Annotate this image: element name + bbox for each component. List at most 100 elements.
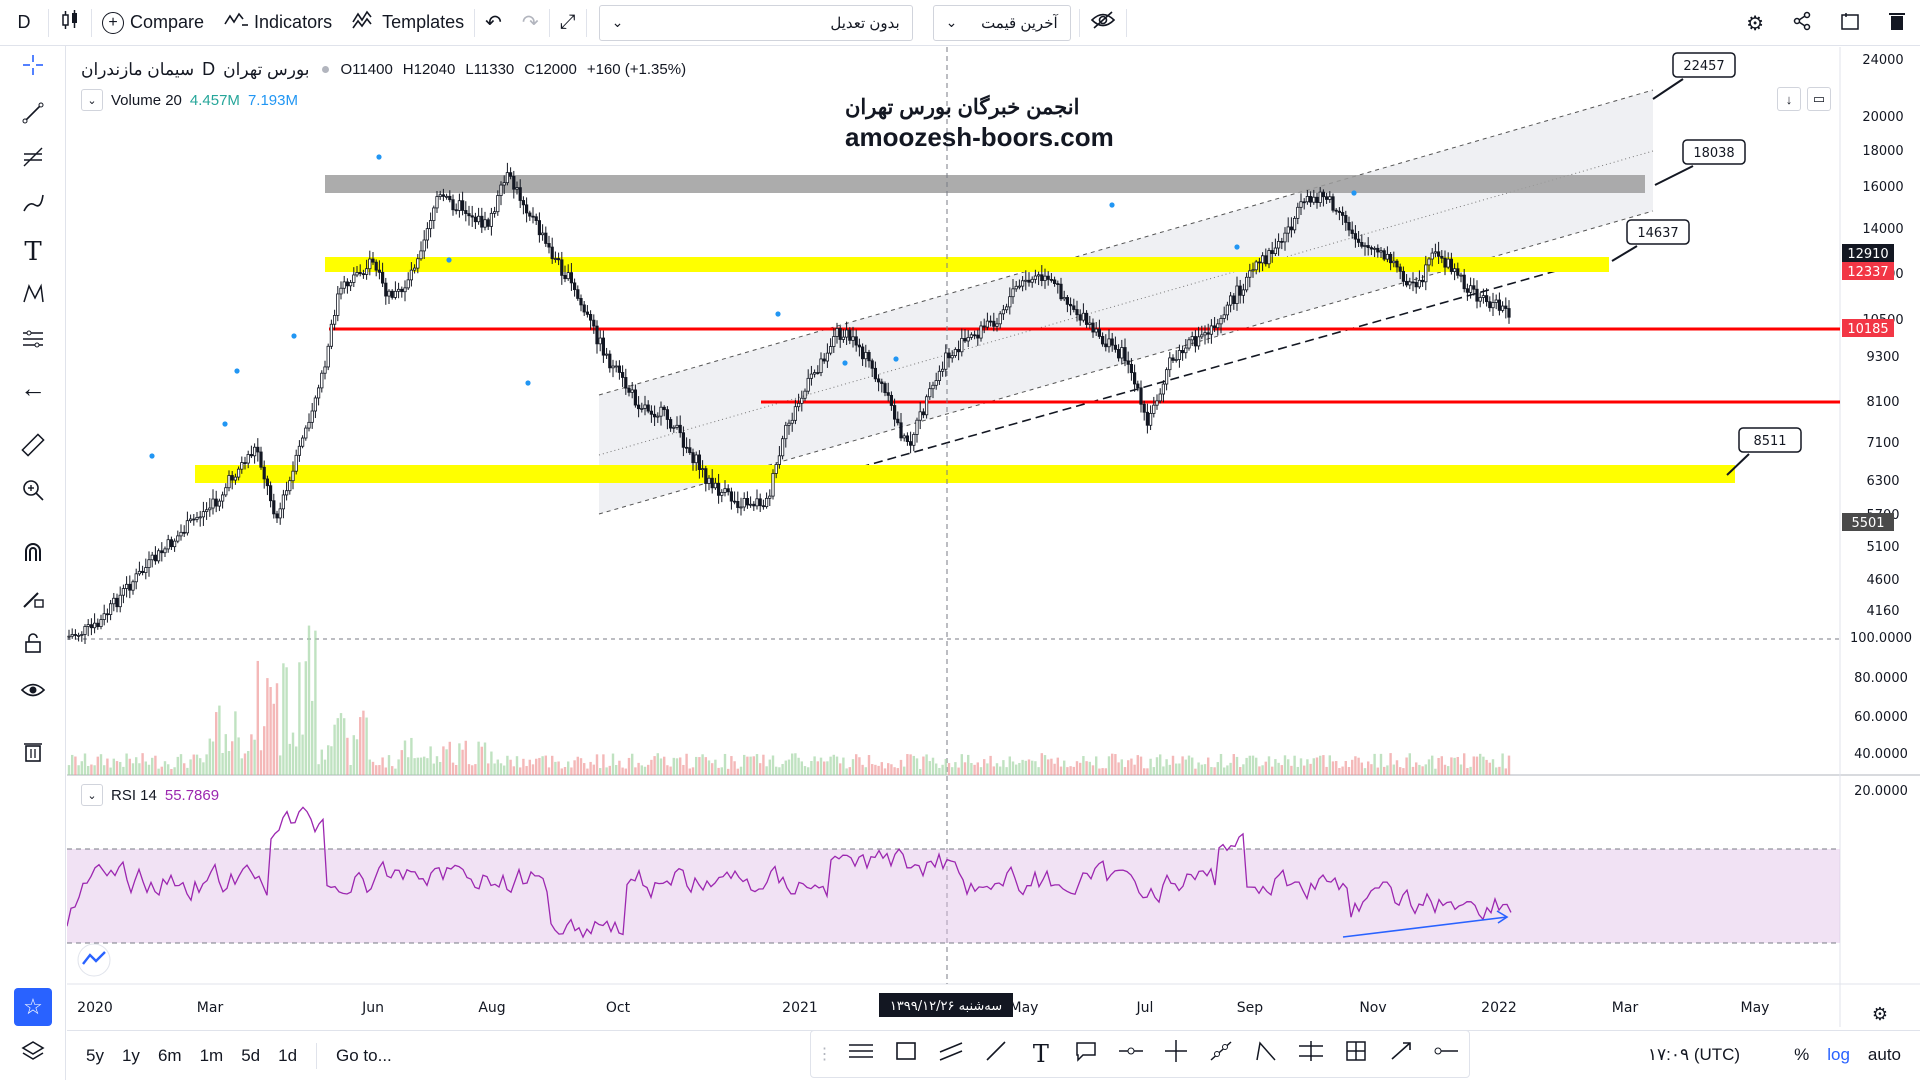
settings-button[interactable]: ⚙	[1732, 0, 1778, 46]
back-tool[interactable]: ←	[13, 368, 53, 408]
range-button-1m[interactable]: 1m	[199, 1045, 224, 1065]
rsi-legend[interactable]: ⌄ RSI 14 55.7869	[81, 784, 219, 806]
object-tree-tool[interactable]	[13, 1034, 53, 1074]
ruler-tool[interactable]	[13, 428, 53, 468]
volume-bar	[1251, 755, 1255, 775]
volume-bar	[861, 764, 864, 775]
volume-bar	[275, 683, 279, 775]
crosshair-tool[interactable]	[13, 48, 53, 88]
range-button-5y[interactable]: 5y	[86, 1045, 104, 1065]
pattern-tool[interactable]	[13, 277, 53, 317]
candle-body	[742, 498, 746, 508]
axis-settings-button[interactable]: ⚙	[1868, 1002, 1892, 1026]
time-axis-label: Jul	[1136, 1000, 1154, 1016]
delete-button[interactable]	[1874, 0, 1920, 46]
symbol-legend[interactable]: سیمان مازندران D بورس تهران O11400 H1204…	[81, 59, 686, 80]
volume-bar	[1488, 762, 1491, 775]
range-button-1y[interactable]: 1y	[121, 1045, 140, 1065]
range-button-1d[interactable]: 1d	[278, 1045, 298, 1065]
collapse-legend-button[interactable]: ⌄	[81, 89, 103, 111]
candle-body	[454, 209, 458, 212]
volume-legend[interactable]: ⌄ Volume 20 4.457M 7.193M	[81, 89, 298, 111]
chart-area[interactable]: 2400020000180001600014000125001050093008…	[67, 47, 1920, 1027]
candle-body	[1347, 222, 1351, 231]
candle-body	[1331, 196, 1335, 211]
candle-body	[848, 329, 852, 341]
ray-tool[interactable]	[1429, 1037, 1463, 1071]
indicators-button[interactable]: Indicators	[214, 0, 342, 46]
candle-body	[1501, 305, 1505, 311]
candle-body	[400, 288, 404, 293]
range-button-5d[interactable]: 5d	[241, 1045, 261, 1065]
legend-low: L11330	[465, 61, 515, 78]
log-scale-toggle[interactable]: log	[1818, 1045, 1859, 1065]
adjustment-dropdown[interactable]: ⌄ بدون تعدیل	[598, 4, 913, 41]
volume-bar	[1171, 755, 1175, 775]
price-dropdown[interactable]: ⌄ آخرین قیمت	[932, 4, 1071, 41]
visibility-tool[interactable]	[13, 672, 53, 712]
magnet-tool[interactable]	[13, 536, 53, 576]
zoom-tool[interactable]	[13, 473, 53, 513]
text-tool[interactable]: T	[13, 232, 53, 272]
volume-bar	[653, 756, 656, 775]
candle-body	[1136, 383, 1140, 389]
fullscreen-button[interactable]: ⤢	[550, 0, 586, 46]
parallel-channel-tool[interactable]	[934, 1037, 968, 1071]
undo-button[interactable]: ↶	[475, 0, 512, 46]
volume-bar	[154, 755, 157, 775]
brush-tool[interactable]	[13, 186, 53, 226]
cross-line-tool[interactable]	[1159, 1037, 1193, 1071]
time-axis[interactable]: 2020 Mar Jun Aug Oct 2021 May Jul Sep Nov 2022 Mar M…	[77, 1000, 1769, 1016]
candle-body	[845, 329, 849, 338]
volume-bar	[739, 766, 743, 775]
text-tool-bottom[interactable]: T	[1024, 1037, 1058, 1071]
collapse-rsi-button[interactable]: ⌄	[81, 784, 103, 806]
volume-bar	[1443, 764, 1447, 775]
date-price-range-tool[interactable]	[1339, 1037, 1373, 1071]
trend-line-tool[interactable]	[13, 96, 53, 136]
lock-all-tool[interactable]	[13, 626, 53, 666]
horizontal-lines-tool[interactable]	[844, 1037, 878, 1071]
volume-bar	[1415, 762, 1418, 775]
clock[interactable]: ۱۷:۰۹ (UTC)	[1639, 1045, 1749, 1065]
volume-bar	[573, 760, 576, 775]
range-button-6m[interactable]: 6m	[157, 1045, 182, 1065]
rsi-axis[interactable]: 100.0000 80.0000 60.0000 40.0000 20.0000	[1850, 631, 1912, 799]
candle-style-button[interactable]	[49, 0, 91, 46]
time-axis-label: Aug	[478, 1000, 505, 1016]
goto-button[interactable]: Go to...	[327, 1046, 401, 1066]
auto-scale-toggle[interactable]: auto	[1859, 1045, 1910, 1065]
horizontal-ray-tool[interactable]	[1114, 1037, 1148, 1071]
lock-drawing-tool[interactable]	[13, 581, 53, 621]
candle-body	[1277, 240, 1281, 249]
volume-bar	[1309, 763, 1312, 775]
templates-button[interactable]: Templates	[342, 0, 474, 46]
interval-button[interactable]: D	[0, 0, 48, 46]
prediction-tool[interactable]	[13, 322, 53, 362]
percent-scale-toggle[interactable]: %	[1785, 1045, 1818, 1065]
position-tool[interactable]	[1294, 1037, 1328, 1071]
rectangle-tool[interactable]	[889, 1037, 923, 1071]
compare-button[interactable]: + Compare	[92, 0, 214, 46]
candle-body	[608, 353, 612, 369]
line-tool[interactable]	[979, 1037, 1013, 1071]
callout-tool[interactable]	[1069, 1037, 1103, 1071]
drawing-favorites-bar: ⋮ T	[810, 1030, 1470, 1078]
volume-bar	[979, 767, 983, 775]
maximize-pane-button[interactable]: ▭	[1807, 87, 1831, 111]
scroll-down-button[interactable]: ↓	[1777, 87, 1801, 111]
favorites-tool[interactable]: ☆	[14, 988, 52, 1026]
volume-bar	[1376, 767, 1379, 775]
triangle-tool[interactable]	[1249, 1037, 1283, 1071]
arrow-tool[interactable]	[1384, 1037, 1418, 1071]
extended-line-tool[interactable]	[1204, 1037, 1238, 1071]
snapshot-button[interactable]	[1826, 0, 1874, 46]
remove-drawings-tool[interactable]	[13, 734, 53, 774]
share-button[interactable]	[1778, 0, 1826, 46]
hide-button[interactable]	[1080, 0, 1126, 46]
volume-bar	[151, 757, 154, 775]
chart-canvas[interactable]: 2400020000180001600014000125001050093008…	[67, 47, 1920, 1027]
fib-tool[interactable]	[13, 141, 53, 181]
redo-button[interactable]: ↷	[512, 0, 549, 46]
drag-handle-icon[interactable]: ⋮	[816, 1046, 833, 1063]
